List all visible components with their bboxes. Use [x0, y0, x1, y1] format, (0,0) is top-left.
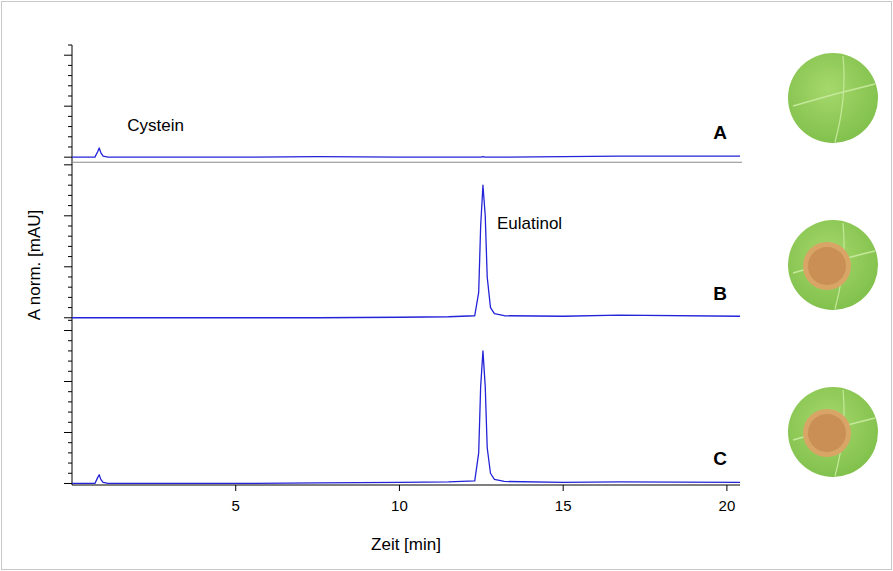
y-tick-minor: [68, 146, 72, 147]
x-tick: [399, 485, 400, 491]
trace: [72, 351, 740, 484]
y-tick-major: [64, 330, 72, 331]
peak-label: Cystein: [127, 116, 184, 135]
y-tick-minor: [68, 116, 72, 117]
chart: Cystein A Eulatinol B A norm. [mAU] C 5 10 15 20 Z…: [0, 0, 893, 571]
trace-label: A: [713, 122, 727, 143]
leaf: [788, 53, 878, 143]
leaf-vein: [793, 84, 875, 106]
y-tick-minor: [68, 412, 72, 413]
y-tick-minor: [68, 452, 72, 453]
trace-label: C: [713, 448, 727, 469]
lesion-rim: [803, 409, 851, 457]
lesion: [808, 247, 846, 285]
y-tick-minor: [68, 65, 72, 66]
x-tick: [563, 485, 564, 491]
panel: Eulatinol B: [64, 165, 740, 318]
x-tick: [235, 485, 236, 491]
y-tick-minor: [68, 371, 72, 372]
y-tick-major: [64, 381, 72, 382]
leaf-disk: [788, 387, 878, 477]
y-tick-minor: [68, 340, 72, 341]
leaf-disk: [788, 53, 878, 143]
y-tick-minor: [68, 185, 72, 186]
y-tick-minor: [68, 175, 72, 176]
leaf-vein: [835, 56, 844, 142]
y-tick-minor: [68, 246, 72, 247]
y-tick-major: [64, 55, 72, 56]
data-group: [72, 148, 740, 157]
y-axis-title: A norm. [mAU]: [25, 210, 44, 321]
y-tick-minor: [68, 307, 72, 308]
y-tick-minor: [68, 126, 72, 127]
y-tick-minor: [68, 297, 72, 298]
y-tick-minor: [68, 236, 72, 237]
leaf: [788, 220, 878, 310]
x-tick: [726, 485, 727, 491]
y-tick-minor: [68, 195, 72, 196]
y-tick-minor: [68, 463, 72, 464]
leaf-disk: [788, 220, 878, 310]
y-tick-minor: [68, 205, 72, 206]
y-tick-minor: [68, 85, 72, 86]
x-axis-title: Zeit [min]: [371, 535, 441, 554]
y-tick-minor: [68, 422, 72, 423]
x-tick-label: 15: [555, 497, 572, 514]
x-axis-line: [72, 485, 740, 486]
lesion-rim: [803, 242, 851, 290]
y-tick-major: [64, 215, 72, 216]
panel-separator: [72, 162, 742, 163]
y-tick-minor: [68, 256, 72, 257]
y-tick-minor: [68, 320, 72, 321]
data-group: [72, 351, 740, 484]
y-tick-minor: [68, 95, 72, 96]
y-tick-minor: [68, 136, 72, 137]
y-tick-minor: [68, 361, 72, 362]
y-tick-major: [64, 483, 72, 484]
x-tick-label: 20: [719, 497, 736, 514]
y-tick-major: [64, 106, 72, 107]
y-tick-minor: [68, 276, 72, 277]
figure-frame: [2, 2, 892, 570]
peak-label: Eulatinol: [497, 214, 562, 233]
leaf: [788, 387, 878, 477]
y-tick-minor: [68, 473, 72, 474]
y-tick-major: [64, 266, 72, 267]
x-tick-label: 5: [232, 497, 240, 514]
y-axis-line: [72, 45, 73, 485]
y-tick-minor: [68, 225, 72, 226]
y-tick-major: [64, 164, 72, 165]
y-tick-minor: [68, 75, 72, 76]
y-tick-minor: [68, 401, 72, 402]
y-tick-minor: [68, 442, 72, 443]
data-group: [72, 185, 740, 318]
y-tick-minor: [68, 350, 72, 351]
y-tick-major: [64, 317, 72, 318]
x-tick-label: 10: [391, 497, 408, 514]
trace: [72, 148, 740, 157]
y-tick-minor: [68, 391, 72, 392]
panel: C 5 10 15 20 Zeit [min]: [64, 320, 740, 554]
y-tick-major: [64, 157, 72, 158]
y-tick-minor: [68, 45, 72, 46]
y-tick-minor: [68, 287, 72, 288]
trace-label: B: [713, 283, 727, 304]
lesion: [808, 414, 846, 452]
panel: Cystein A: [64, 45, 742, 162]
trace: [72, 185, 740, 318]
y-tick-major: [64, 432, 72, 433]
